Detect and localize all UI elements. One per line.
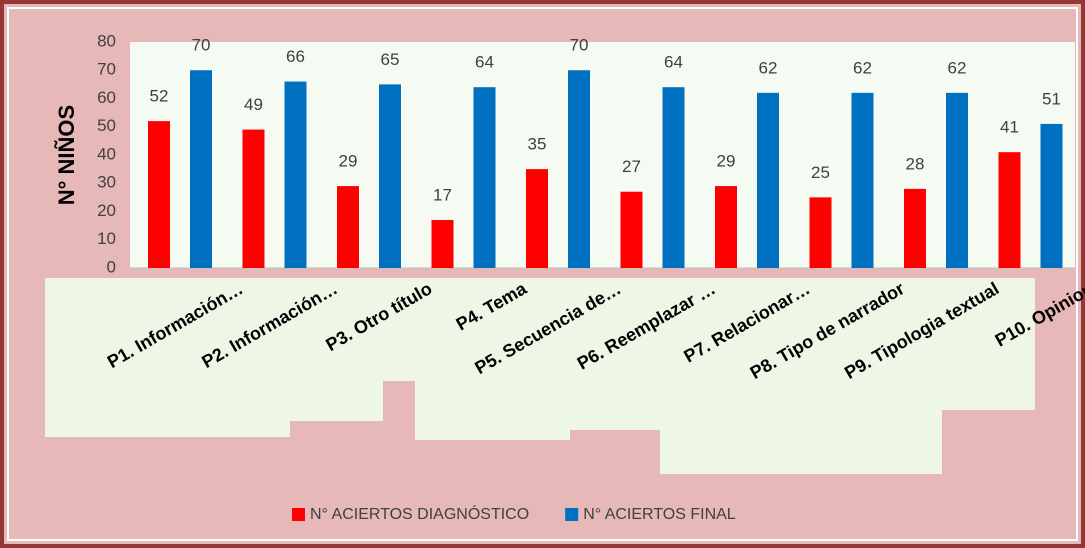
bar bbox=[1040, 123, 1063, 268]
y-tick-label: 40 bbox=[97, 144, 116, 163]
legend-label: N° ACIERTOS FINAL bbox=[583, 506, 736, 523]
bar bbox=[662, 87, 685, 268]
bar bbox=[379, 84, 401, 268]
bar bbox=[809, 197, 832, 268]
bar bbox=[284, 81, 307, 268]
value-label: 70 bbox=[570, 36, 589, 55]
y-tick-label: 20 bbox=[97, 201, 116, 220]
value-label: 29 bbox=[717, 152, 736, 171]
value-label: 62 bbox=[759, 58, 778, 77]
y-axis-label: N° NIÑOS bbox=[54, 105, 79, 205]
value-label: 51 bbox=[1042, 89, 1061, 108]
bar bbox=[242, 129, 265, 268]
y-tick-label: 50 bbox=[97, 116, 116, 135]
bar bbox=[190, 70, 212, 268]
y-tick-label: 10 bbox=[97, 229, 116, 248]
inner-border bbox=[7, 7, 1078, 541]
y-tick-label: 30 bbox=[97, 173, 116, 192]
value-label: 35 bbox=[528, 135, 547, 154]
bar bbox=[620, 191, 643, 268]
bar bbox=[148, 121, 170, 268]
bar bbox=[526, 169, 548, 268]
value-label: 27 bbox=[622, 157, 641, 176]
bar bbox=[337, 186, 359, 268]
bar bbox=[851, 92, 874, 268]
bar bbox=[904, 188, 926, 268]
value-label: 64 bbox=[475, 53, 494, 72]
value-label: 52 bbox=[150, 87, 169, 106]
value-label: 62 bbox=[853, 58, 872, 77]
bar bbox=[946, 92, 968, 268]
y-tick-label: 70 bbox=[97, 60, 116, 79]
legend-label: N° ACIERTOS DIAGNÓSTICO bbox=[310, 504, 529, 523]
y-tick-label: 60 bbox=[97, 88, 116, 107]
value-label: 70 bbox=[192, 36, 211, 55]
value-label: 64 bbox=[664, 53, 683, 72]
value-label: 62 bbox=[948, 58, 967, 77]
label-background bbox=[45, 278, 1035, 474]
value-label: 25 bbox=[811, 163, 830, 182]
legend-swatch bbox=[565, 508, 579, 521]
bar bbox=[715, 186, 737, 268]
value-label: 66 bbox=[286, 47, 305, 66]
bar bbox=[568, 70, 590, 268]
value-label: 65 bbox=[381, 50, 400, 69]
y-tick-label: 80 bbox=[97, 31, 116, 50]
bar bbox=[998, 152, 1021, 268]
bar bbox=[431, 219, 454, 268]
value-label: 17 bbox=[433, 185, 452, 204]
bar bbox=[757, 92, 779, 268]
bar bbox=[473, 87, 496, 268]
plot-area bbox=[130, 42, 1075, 268]
value-label: 49 bbox=[244, 95, 263, 114]
legend-swatch bbox=[292, 508, 305, 521]
value-label: 41 bbox=[1000, 118, 1019, 137]
value-label: 28 bbox=[906, 154, 925, 173]
value-label: 29 bbox=[339, 152, 358, 171]
y-tick-label: 0 bbox=[107, 257, 116, 276]
